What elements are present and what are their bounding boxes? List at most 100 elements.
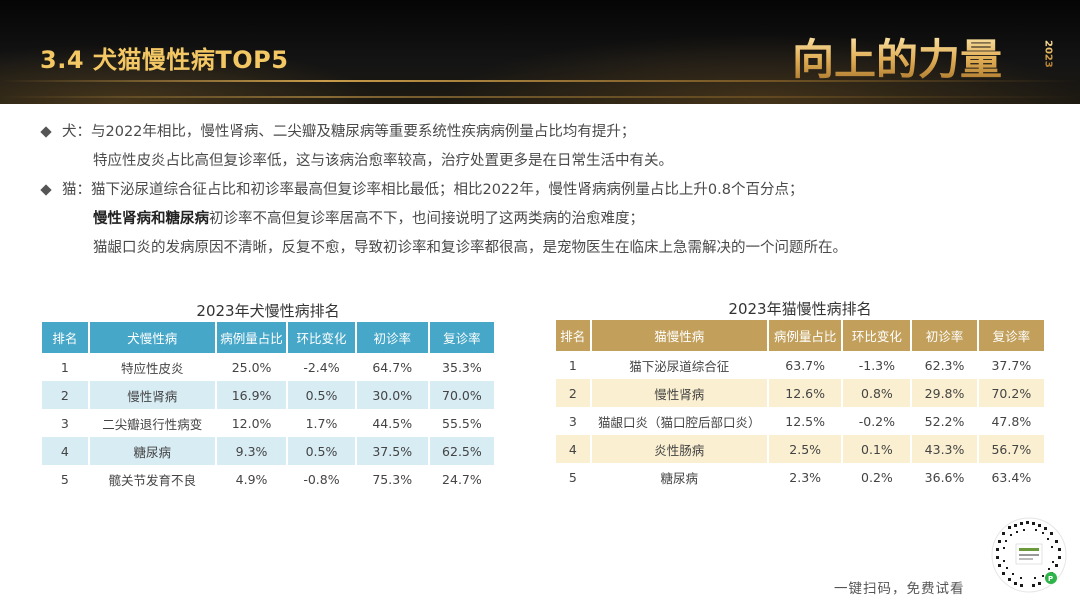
col-header: 猫慢性病	[591, 320, 767, 351]
table-cell: 猫下泌尿道综合征	[629, 358, 730, 374]
table-cell: 猫龈口炎（猫口腔后部口炎）	[598, 414, 761, 430]
col-header: 初诊率	[912, 320, 977, 351]
table-cell: 0.5%	[288, 381, 355, 409]
table-cell: 63.4%	[991, 469, 1032, 485]
col-header: 初诊率	[356, 322, 428, 353]
table-cell: 62.3%	[924, 357, 965, 373]
col-header: 环比变化	[288, 322, 355, 353]
table-cell: 慢性肾病	[591, 379, 767, 407]
header-glow	[0, 0, 1080, 104]
table-row: 3 猫龈口炎（猫口腔后部口炎） 12.5% -0.2% 52.2% 47.8%	[556, 407, 1044, 435]
brand-logo: 向上的力量 2023	[792, 35, 1054, 84]
table-cell: 髋关节发育不良	[108, 472, 196, 488]
col-header: 复诊率	[978, 320, 1044, 351]
dog-bullet-line1: 犬：与2022年相比，慢性肾病、二尖瓣及糖尿病等重要系统性疾病病例量占比均有提升…	[62, 124, 636, 140]
svg-text:P: P	[1048, 575, 1053, 583]
cat-bullet-line2-bold: 慢性肾病和糖尿病	[93, 211, 209, 227]
table-cell: 25.0%	[231, 359, 272, 375]
table-cell: 炎性肠病	[591, 435, 767, 463]
table-cell: 44.5%	[372, 415, 413, 431]
table-cell: 12.6%	[768, 379, 842, 407]
cat-bullet-line2-rest: 初诊率不高但复诊率居高不下，也间接说明了这两类病的治愈难度；	[209, 211, 644, 227]
table-cell: 1	[60, 359, 69, 375]
table-cell: 75.3%	[372, 471, 413, 487]
header-gold-stripe	[0, 96, 1080, 98]
table-cell: 0.8%	[843, 379, 911, 407]
table-cell: 1	[568, 357, 577, 373]
col-header: 排名	[556, 320, 590, 351]
table-cell: 55.5%	[442, 415, 482, 431]
table-cell: 62.5%	[429, 437, 494, 465]
table-cell: 30.0%	[356, 381, 428, 409]
table-cell: 29.8%	[912, 379, 977, 407]
scan-prompt: 一键扫码，免费试看	[834, 581, 965, 597]
table-cell: 二尖瓣退行性病变	[102, 416, 203, 432]
table-row: 2 慢性肾病 12.6% 0.8% 29.8% 70.2%	[556, 379, 1044, 407]
table-cell: 0.1%	[843, 435, 911, 463]
table-cell: 0.5%	[288, 437, 355, 465]
table-cell: 糖尿病	[660, 470, 699, 486]
table-cell: 4	[556, 435, 590, 463]
table-cell: 52.2%	[924, 413, 965, 429]
dog-bullet: 犬：与2022年相比，慢性肾病、二尖瓣及糖尿病等重要系统性疾病病例量占比均有提升…	[40, 118, 1040, 147]
table-cell: 24.7%	[442, 471, 482, 487]
table-cell: 37.7%	[991, 357, 1032, 373]
table-cell: 37.5%	[356, 437, 428, 465]
table-cell: 1.7%	[305, 415, 338, 431]
table-cell: 12.0%	[231, 415, 272, 431]
dog-bullet-line2: 特应性皮炎占比高但复诊率低，这与该病治愈率较高，治疗处置更多是在日常生活中有关。	[93, 153, 673, 169]
dog-table: 排名 犬慢性病 病例量占比 环比变化 初诊率 复诊率 1 特应性皮炎 25.0%…	[40, 322, 496, 493]
table-cell: 35.3%	[442, 359, 482, 375]
header-banner: 3.4 犬猫慢性病TOP5 向上的力量 2023	[0, 0, 1080, 104]
table-row: 3 二尖瓣退行性病变 12.0% 1.7% 44.5% 55.5%	[42, 409, 494, 437]
table-cell: 糖尿病	[89, 437, 215, 465]
col-header: 复诊率	[429, 322, 494, 353]
table-cell: 2.3%	[789, 469, 822, 485]
table-cell: 特应性皮炎	[120, 360, 184, 376]
table-cell: 3	[60, 415, 69, 431]
diamond-bullet-icon	[40, 183, 52, 196]
table-row: 5 髋关节发育不良 4.9% -0.8% 75.3% 24.7%	[42, 465, 494, 493]
table-cell: 56.7%	[978, 435, 1044, 463]
table-cell: 5	[568, 469, 577, 485]
table-row: 4 炎性肠病 2.5% 0.1% 43.3% 56.7%	[556, 435, 1044, 463]
table-cell: 0.2%	[861, 469, 893, 485]
cat-bullet-cont: 慢性肾病和糖尿病初诊率不高但复诊率居高不下，也间接说明了这两类病的治愈难度；	[40, 205, 1040, 234]
table-cell: 慢性肾病	[89, 381, 215, 409]
table-cell: -0.2%	[858, 413, 896, 429]
cat-table-title: 2023年猫慢性病排名	[728, 300, 872, 318]
table-cell: -0.8%	[303, 471, 340, 487]
table-cell: 2	[42, 381, 88, 409]
dog-bullet-cont: 特应性皮炎占比高但复诊率低，这与该病治愈率较高，治疗处置更多是在日常生活中有关。	[40, 147, 1040, 176]
table-cell: 70.2%	[978, 379, 1044, 407]
table-cell: 9.3%	[216, 437, 287, 465]
table-cell: 2.5%	[768, 435, 842, 463]
cat-bullet-line3: 猫龈口炎的发病原因不清晰，反复不愈，导致初诊率和复诊率都很高，是宠物医生在临床上…	[93, 240, 847, 256]
table-cell: -2.4%	[303, 359, 340, 375]
table-cell: -1.3%	[858, 357, 896, 373]
table-row: 5 糖尿病 2.3% 0.2% 36.6% 63.4%	[556, 463, 1044, 491]
col-header: 病例量占比	[768, 320, 842, 351]
cat-table: 排名 猫慢性病 病例量占比 环比变化 初诊率 复诊率 1 猫下泌尿道综合征 63…	[554, 320, 1046, 491]
table-cell: 64.7%	[372, 359, 413, 375]
cat-bullet-cont: 猫龈口炎的发病原因不清晰，反复不愈，导致初诊率和复诊率都很高，是宠物医生在临床上…	[40, 234, 1040, 263]
col-header: 环比变化	[843, 320, 911, 351]
table-cell: 36.6%	[924, 469, 965, 485]
table-cell: 4.9%	[235, 471, 268, 487]
table-cell: 16.9%	[216, 381, 287, 409]
summary-bullets: 犬：与2022年相比，慢性肾病、二尖瓣及糖尿病等重要系统性疾病病例量占比均有提升…	[40, 118, 1040, 263]
col-header: 犬慢性病	[89, 322, 215, 353]
table-cell: 5	[60, 471, 69, 487]
table-cell: 43.3%	[912, 435, 977, 463]
table-cell: 4	[42, 437, 88, 465]
table-row: 1 特应性皮炎 25.0% -2.4% 64.7% 35.3%	[42, 353, 494, 381]
logo-text: 向上的力量	[792, 35, 1002, 84]
table-cell: 2	[556, 379, 590, 407]
table-row: 4 糖尿病 9.3% 0.5% 37.5% 62.5%	[42, 437, 494, 465]
table-cell: 63.7%	[785, 357, 826, 373]
table-row: 2 慢性肾病 16.9% 0.5% 30.0% 70.0%	[42, 381, 494, 409]
qr-code-icon[interactable]: P	[990, 516, 1068, 594]
logo-year: 2023	[1043, 40, 1054, 68]
col-header: 病例量占比	[216, 322, 287, 353]
diamond-bullet-icon	[40, 125, 52, 138]
